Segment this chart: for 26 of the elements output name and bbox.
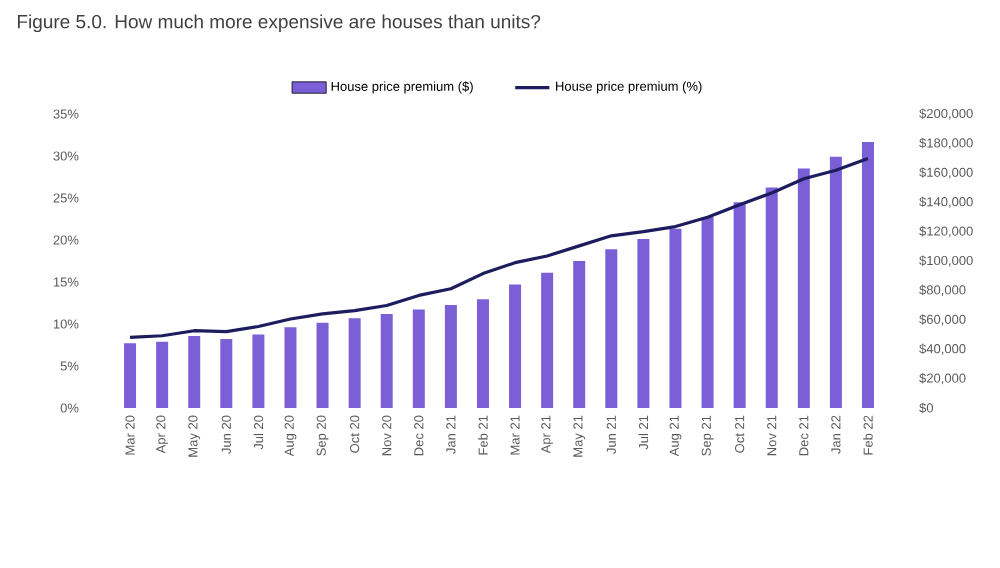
line-series	[128, 156, 870, 340]
bar	[220, 338, 233, 408]
bar	[380, 313, 393, 408]
bar	[156, 341, 169, 408]
bar	[476, 299, 489, 408]
bar	[444, 305, 457, 408]
bar	[252, 334, 265, 408]
bar	[348, 318, 361, 408]
bar	[124, 343, 137, 408]
bar	[412, 309, 425, 408]
bar	[669, 228, 682, 408]
bar	[541, 272, 554, 408]
bar	[861, 141, 874, 408]
bar	[509, 284, 522, 408]
bar	[701, 216, 714, 408]
bar	[284, 327, 297, 408]
bar	[637, 238, 650, 408]
bar	[188, 335, 201, 408]
bar	[605, 249, 618, 408]
bar	[573, 261, 586, 408]
chart-title: Figure 5.0. How much more expensive are houses than units?	[17, 14, 541, 33]
bar	[797, 168, 810, 408]
bar	[829, 156, 842, 408]
bar	[733, 202, 746, 408]
bar	[316, 322, 329, 408]
bar	[765, 187, 778, 408]
